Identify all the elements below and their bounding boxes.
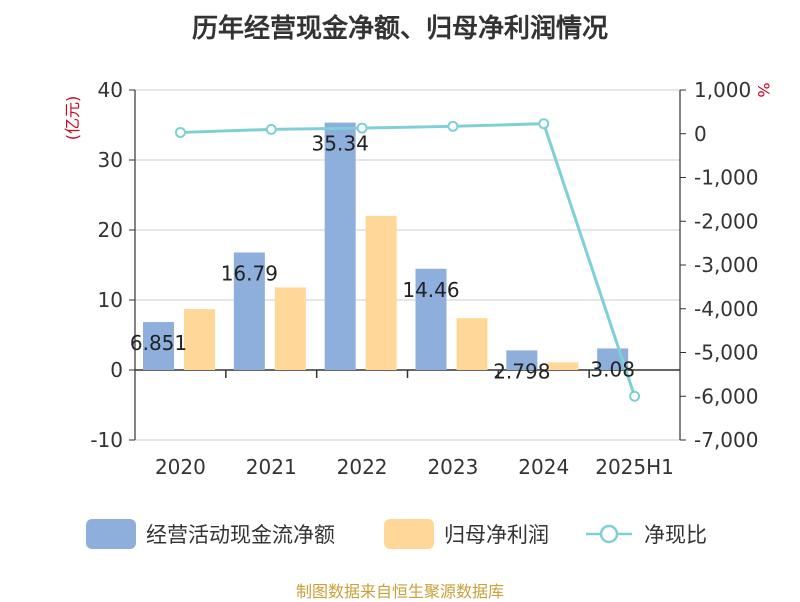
x-axis-tick-label: 2021 [246, 455, 297, 479]
left-axis-tick-label: -10 [90, 428, 123, 452]
right-axis-tick-label: -7,000 [694, 428, 758, 452]
line-ratio [180, 122, 637, 397]
legend-item-ratio[interactable]: 净现比 [584, 516, 707, 552]
data-labels: 6.851 16.79 35.34 14.46 2.798 3.08 [130, 132, 635, 384]
x-axis-tick-label: 2023 [427, 455, 478, 479]
right-axis-unit: % [754, 82, 773, 97]
data-label-cashflow: 3.08 [590, 357, 635, 381]
legend-label-ratio: 净现比 [644, 523, 707, 547]
point-ratio [629, 390, 641, 402]
data-label-cashflow: 16.79 [221, 261, 278, 285]
bar-netprofit [456, 318, 488, 370]
legend-swatch-cashflow [86, 519, 136, 549]
right-axis-tick-label: -4,000 [694, 297, 758, 321]
legend-label-cashflow: 经营活动现金流净额 [146, 523, 335, 547]
bar-netprofit [184, 309, 215, 370]
point-ratio [356, 122, 368, 134]
chart-title: 历年经营现金净额、归母净利润情况 [191, 14, 608, 44]
left-axis-unit: (亿元) [63, 96, 82, 141]
x-axis-tick-label: 2024 [518, 455, 569, 479]
x-axis-tick-label: 2022 [337, 455, 388, 479]
legend: 经营活动现金流净额 归母净利润 净现比 [0, 516, 800, 556]
line-series [174, 118, 641, 402]
data-label-cashflow: 2.798 [493, 359, 550, 383]
bar-cashflow [143, 322, 174, 370]
legend-label-netprofit: 归母净利润 [444, 523, 549, 547]
data-label-cashflow: 14.46 [402, 278, 459, 302]
x-axis-tick-label: 2020 [155, 455, 206, 479]
point-ratio [174, 126, 186, 138]
left-axis-tick-label: 0 [110, 358, 123, 382]
point-ratio [447, 120, 459, 132]
source-note: 制图数据来自恒生聚源数据库 [295, 582, 504, 601]
left-axis-tick-label: 10 [98, 288, 123, 312]
data-label-cashflow: 35.34 [312, 132, 369, 156]
legend-item-cashflow[interactable]: 经营活动现金流净额 [86, 516, 335, 552]
right-axis-tick-label: -5,000 [694, 341, 758, 365]
bar-netprofit [365, 216, 397, 370]
bar-cashflow [415, 268, 447, 370]
bar-netprofit [547, 362, 579, 370]
x-axis-tick-label: 2025H1 [595, 455, 674, 479]
right-axis-tick-label: -1,000 [694, 166, 758, 190]
bar-cashflow [233, 252, 265, 370]
right-axis-tick-label: 0 [694, 122, 707, 146]
right-axis-tick-label: 1,000 [694, 78, 751, 102]
axes: 40 30 20 10 0 -10 1,000 0 -1,000 -2,000 -3,000 -4,0… [90, 78, 758, 479]
left-axis-tick-label: 30 [98, 148, 123, 172]
combo-chart: 40 30 20 10 0 -10 1,000 0 -1,000 -2,000 -3,000 -4,0… [63, 78, 773, 479]
legend-swatch-ratio [586, 524, 632, 544]
bar-cashflow [324, 122, 356, 371]
left-axis-tick-label: 20 [98, 218, 123, 242]
bar-netprofit [274, 287, 306, 370]
legend-item-netprofit[interactable]: 归母净利润 [384, 516, 549, 552]
left-axis-tick-label: 40 [98, 78, 123, 102]
gridlines [135, 89, 680, 441]
right-axis-tick-label: -3,000 [694, 253, 758, 277]
point-ratio [538, 118, 550, 130]
point-ratio [265, 123, 277, 135]
data-label-cashflow: 6.851 [130, 331, 187, 355]
legend-swatch-netprofit [384, 519, 434, 549]
right-axis-tick-label: -2,000 [694, 209, 758, 233]
bars [143, 122, 629, 371]
bar-cashflow [506, 350, 538, 370]
right-axis-tick-label: -6,000 [694, 384, 758, 408]
